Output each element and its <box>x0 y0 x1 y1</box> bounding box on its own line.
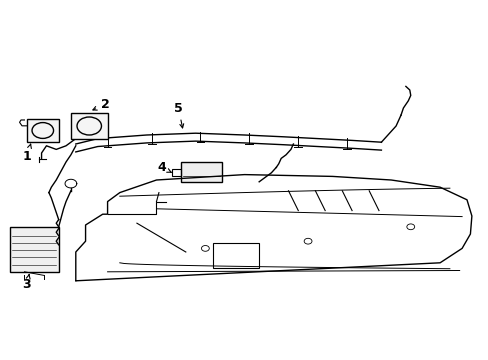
Bar <box>172 169 181 176</box>
Bar <box>181 162 222 182</box>
Bar <box>71 113 107 139</box>
Text: 1: 1 <box>22 144 31 163</box>
Bar <box>27 119 59 142</box>
Text: 3: 3 <box>22 275 31 291</box>
Text: 5: 5 <box>174 102 183 128</box>
Bar <box>212 243 259 268</box>
Bar <box>10 227 59 272</box>
Text: 2: 2 <box>93 98 109 111</box>
Text: 4: 4 <box>157 161 171 174</box>
